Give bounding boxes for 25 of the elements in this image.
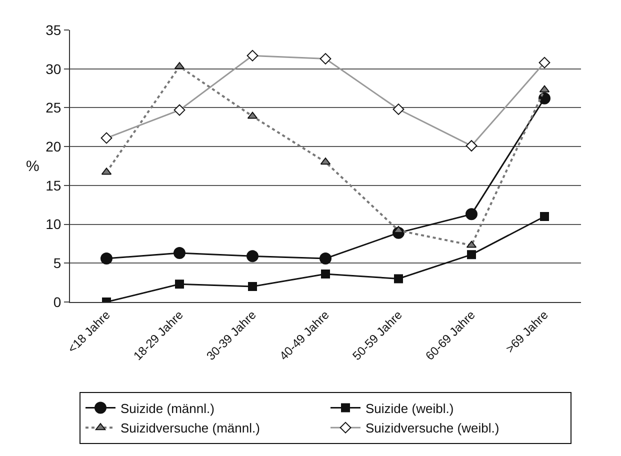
point bbox=[467, 250, 476, 260]
point bbox=[394, 274, 403, 284]
y-tick-label: 10 bbox=[46, 216, 62, 232]
point bbox=[538, 92, 550, 104]
y-tick-label: 20 bbox=[46, 138, 62, 154]
legend-label: Suizide (männl.) bbox=[120, 400, 214, 416]
point bbox=[540, 212, 549, 222]
legend-label: Suizidversuche (weibl.) bbox=[366, 420, 500, 436]
point bbox=[320, 252, 332, 264]
point bbox=[321, 270, 330, 279]
y-tick-label: 15 bbox=[46, 177, 62, 194]
y-axis-title: % bbox=[26, 158, 40, 175]
point bbox=[466, 208, 478, 220]
point bbox=[248, 282, 257, 291]
y-tick-label: 25 bbox=[46, 100, 62, 116]
point bbox=[175, 280, 184, 289]
point bbox=[100, 252, 112, 264]
y-tick-label: 5 bbox=[53, 255, 62, 272]
y-tick-label: 0 bbox=[53, 294, 62, 310]
point bbox=[246, 250, 258, 262]
point bbox=[174, 247, 186, 260]
y-tick-label: 30 bbox=[46, 60, 62, 77]
y-tick-label: 35 bbox=[46, 22, 62, 38]
legend-label: Suizide (weibl.) bbox=[366, 400, 454, 416]
legend-label: Suizidversuche (männl.) bbox=[120, 420, 260, 436]
